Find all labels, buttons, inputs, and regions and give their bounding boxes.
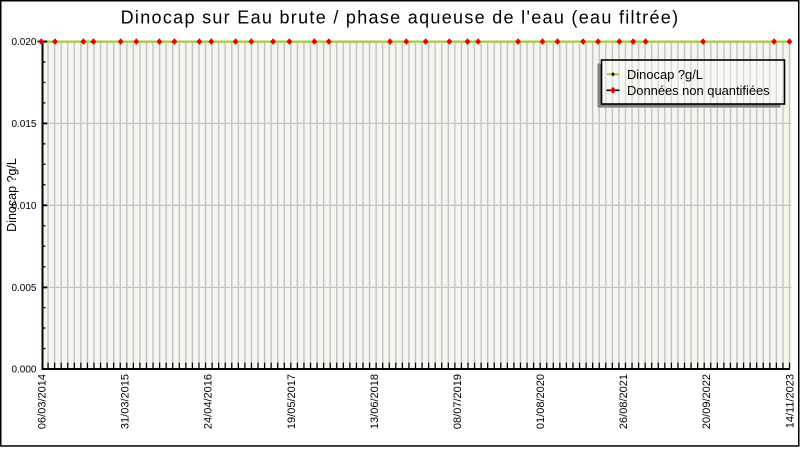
svg-text:24/04/2016: 24/04/2016	[203, 374, 215, 429]
svg-text:Données non quantifiées: Données non quantifiées	[627, 83, 770, 98]
svg-text:08/07/2019: 08/07/2019	[452, 374, 464, 429]
svg-text:0.020: 0.020	[11, 37, 36, 48]
svg-text:01/08/2020: 01/08/2020	[535, 374, 547, 429]
svg-text:Dinocap sur Eau brute / phase: Dinocap sur Eau brute / phase aqueuse de…	[121, 8, 680, 28]
svg-text:31/03/2015: 31/03/2015	[120, 374, 132, 429]
svg-text:Dinocap ?g/L: Dinocap ?g/L	[5, 158, 19, 232]
svg-text:0.000: 0.000	[11, 365, 36, 376]
svg-text:0.015: 0.015	[11, 119, 36, 130]
svg-text:Dinocap ?g/L: Dinocap ?g/L	[627, 67, 703, 82]
svg-text:14/11/2023: 14/11/2023	[784, 374, 796, 428]
svg-text:19/05/2017: 19/05/2017	[286, 374, 298, 429]
svg-text:13/06/2018: 13/06/2018	[369, 374, 381, 429]
svg-text:26/08/2021: 26/08/2021	[618, 374, 630, 429]
svg-text:0.005: 0.005	[11, 283, 36, 294]
svg-text:06/03/2014: 06/03/2014	[37, 374, 49, 429]
svg-text:20/09/2022: 20/09/2022	[701, 374, 713, 429]
svg-text:0.010: 0.010	[11, 201, 36, 212]
